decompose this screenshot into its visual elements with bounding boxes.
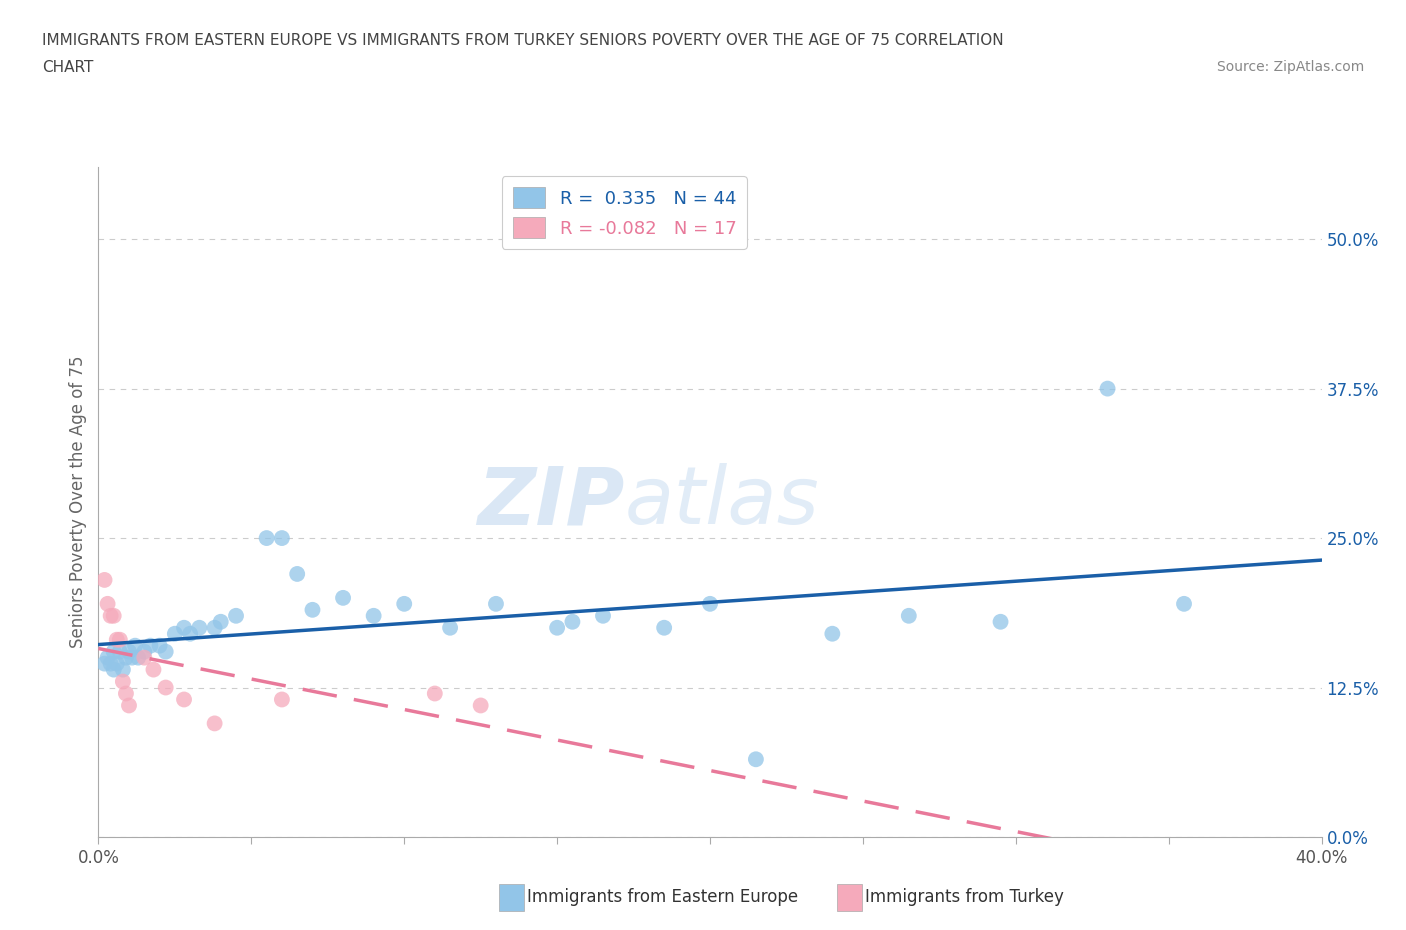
Point: [1173, 596, 1195, 611]
Point: [134, 650, 156, 665]
Point: [111, 674, 134, 689]
Point: [204, 620, 226, 635]
Point: [897, 608, 920, 623]
Text: CHART: CHART: [42, 60, 94, 75]
Point: [699, 596, 721, 611]
Point: [652, 620, 675, 635]
Point: [121, 650, 143, 665]
Point: [363, 608, 385, 623]
Legend: R =  0.335   N = 44, R = -0.082   N = 17: R = 0.335 N = 44, R = -0.082 N = 17: [502, 177, 747, 249]
Point: [1097, 381, 1119, 396]
Point: [108, 644, 131, 659]
Point: [155, 644, 177, 659]
Point: [209, 615, 232, 630]
Point: [97, 596, 120, 611]
Point: [105, 657, 128, 671]
Point: [256, 531, 278, 546]
Point: [225, 608, 247, 623]
Point: [115, 686, 138, 701]
Point: [100, 657, 122, 671]
Point: [142, 662, 165, 677]
Point: [173, 692, 195, 707]
Point: [100, 608, 122, 623]
Point: [163, 626, 186, 641]
Point: [93, 573, 115, 588]
Point: [270, 531, 292, 546]
Point: [439, 620, 461, 635]
Point: [821, 626, 844, 641]
Point: [134, 644, 156, 659]
Point: [546, 620, 568, 635]
Point: [155, 680, 177, 695]
Point: [103, 662, 125, 677]
Point: [561, 615, 583, 630]
Text: Immigrants from Eastern Europe: Immigrants from Eastern Europe: [527, 888, 799, 907]
Point: [103, 644, 125, 659]
Point: [124, 638, 146, 653]
Point: [188, 620, 211, 635]
Point: [179, 626, 201, 641]
Text: atlas: atlas: [624, 463, 820, 541]
Text: Immigrants from Turkey: Immigrants from Turkey: [865, 888, 1063, 907]
Point: [103, 608, 125, 623]
Text: ZIP: ZIP: [477, 463, 624, 541]
Point: [745, 751, 768, 766]
Point: [118, 698, 141, 713]
Point: [127, 650, 149, 665]
Point: [285, 566, 308, 581]
Y-axis label: Seniors Poverty Over the Age of 75: Seniors Poverty Over the Age of 75: [69, 356, 87, 648]
Point: [270, 692, 292, 707]
Point: [173, 620, 195, 635]
Text: IMMIGRANTS FROM EASTERN EUROPE VS IMMIGRANTS FROM TURKEY SENIORS POVERTY OVER TH: IMMIGRANTS FROM EASTERN EUROPE VS IMMIGR…: [42, 33, 1004, 47]
Point: [139, 638, 162, 653]
Point: [485, 596, 508, 611]
Point: [118, 644, 141, 659]
Point: [470, 698, 492, 713]
Point: [93, 657, 115, 671]
Point: [592, 608, 614, 623]
Point: [97, 650, 120, 665]
Point: [105, 632, 128, 647]
Point: [149, 638, 172, 653]
Point: [423, 686, 446, 701]
Point: [204, 716, 226, 731]
Point: [111, 662, 134, 677]
Point: [990, 615, 1012, 630]
Point: [332, 591, 354, 605]
Text: Source: ZipAtlas.com: Source: ZipAtlas.com: [1216, 60, 1364, 74]
Point: [392, 596, 416, 611]
Point: [115, 650, 138, 665]
Point: [301, 603, 323, 618]
Point: [108, 632, 131, 647]
